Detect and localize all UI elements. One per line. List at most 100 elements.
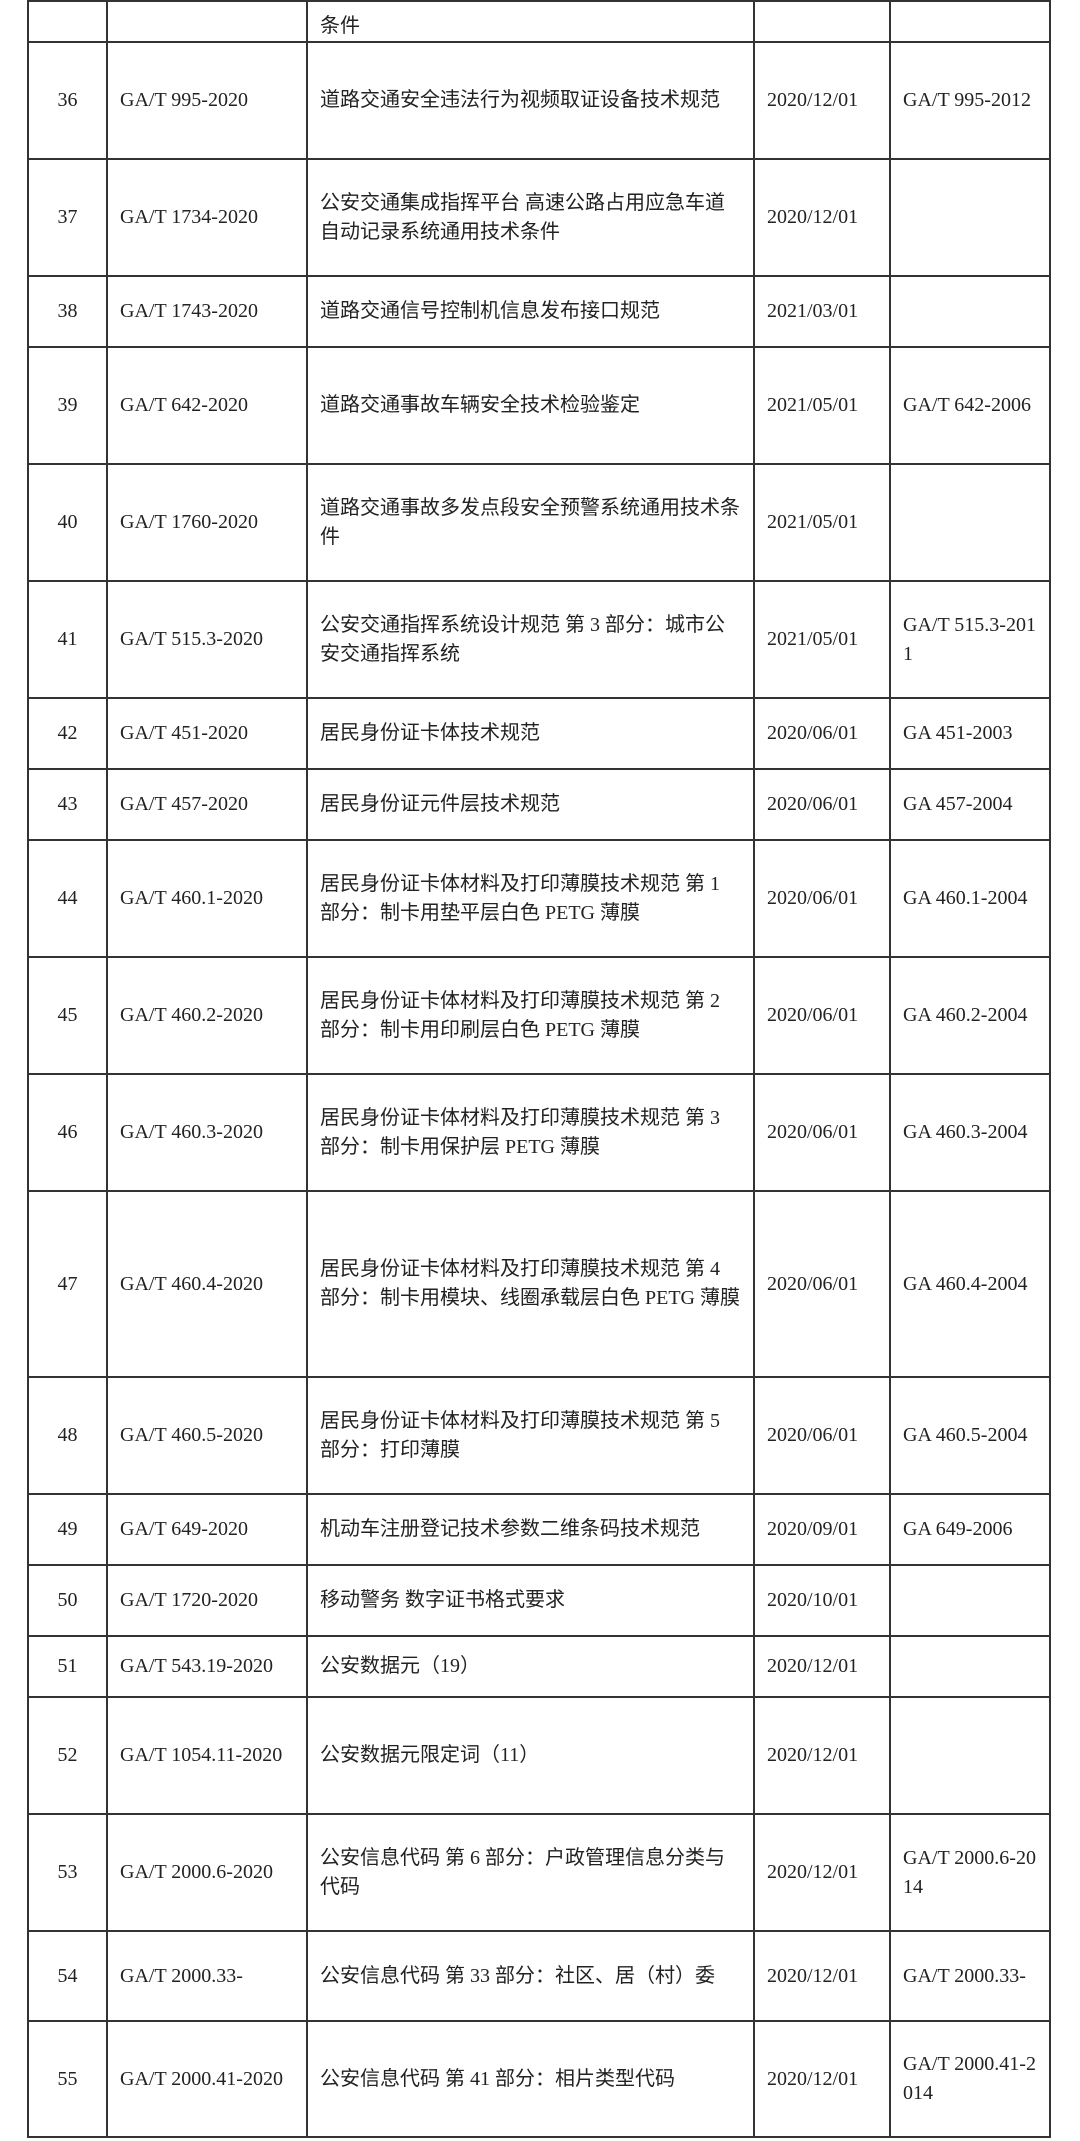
replaced-standard: GA/T 2000.41-2014 <box>889 2020 1051 2138</box>
standard-name: 道路交通安全违法行为视频取证设备技术规范 <box>306 41 755 160</box>
standard-name: 居民身份证卡体材料及打印薄膜技术规范 第 1 部分：制卡用垫平层白色 PETG … <box>306 839 755 958</box>
effective-date: 2020/06/01 <box>753 1190 891 1378</box>
standard-code: GA/T 649-2020 <box>106 1493 308 1566</box>
standards-table: 条件 36 GA/T 995-2020 道路交通安全违法行为视频取证设备技术规范 202… <box>27 0 1051 2138</box>
standard-code: GA/T 642-2020 <box>106 346 308 465</box>
row-number: 53 <box>27 1813 108 1932</box>
row-number: 36 <box>27 41 108 160</box>
table-row: 49 GA/T 649-2020 机动车注册登记技术参数二维条码技术规范 2020/0… <box>27 1493 1051 1566</box>
table-row: 44 GA/T 460.1-2020 居民身份证卡体材料及打印薄膜技术规范 第 1 … <box>27 839 1051 958</box>
standard-name: 公安信息代码 第 33 部分：社区、居（村）委 <box>306 1930 755 2022</box>
table-row: 48 GA/T 460.5-2020 居民身份证卡体材料及打印薄膜技术规范 第 5 … <box>27 1376 1051 1495</box>
row-number: 47 <box>27 1190 108 1378</box>
replaced-standard: GA 460.5-2004 <box>889 1376 1051 1495</box>
table-row: 55 GA/T 2000.41-2020 公安信息代码 第 41 部分：相片类型代码… <box>27 2020 1051 2138</box>
replaced-standard <box>889 158 1051 277</box>
table-row: 47 GA/T 460.4-2020 居民身份证卡体材料及打印薄膜技术规范 第 4 … <box>27 1190 1051 1378</box>
standard-name: 公安交通集成指挥平台 高速公路占用应急车道自动记录系统通用技术条件 <box>306 158 755 277</box>
replaced-standard: GA/T 2000.6-2014 <box>889 1813 1051 1932</box>
standard-name: 移动警务 数字证书格式要求 <box>306 1564 755 1637</box>
row-number: 50 <box>27 1564 108 1637</box>
effective-date: 2020/09/01 <box>753 1493 891 1566</box>
effective-date: 2020/12/01 <box>753 41 891 160</box>
standard-code: GA/T 451-2020 <box>106 697 308 770</box>
standard-name: 道路交通事故车辆安全技术检验鉴定 <box>306 346 755 465</box>
effective-date: 2020/12/01 <box>753 1635 891 1698</box>
replaced-standard <box>889 0 1051 43</box>
standard-code: GA/T 995-2020 <box>106 41 308 160</box>
replaced-standard <box>889 275 1051 348</box>
standard-name: 公安交通指挥系统设计规范 第 3 部分：城市公安交通指挥系统 <box>306 580 755 699</box>
table-row: 39 GA/T 642-2020 道路交通事故车辆安全技术检验鉴定 2021/05/0… <box>27 346 1051 465</box>
table-row: 53 GA/T 2000.6-2020 公安信息代码 第 6 部分：户政管理信息分类… <box>27 1813 1051 1932</box>
standard-code: GA/T 543.19-2020 <box>106 1635 308 1698</box>
table-row: 51 GA/T 543.19-2020 公安数据元（19） 2020/12/01 <box>27 1635 1051 1698</box>
standard-code <box>106 0 308 43</box>
replaced-standard: GA 451-2003 <box>889 697 1051 770</box>
replaced-standard: GA 457-2004 <box>889 768 1051 841</box>
effective-date: 2020/12/01 <box>753 158 891 277</box>
replaced-standard: GA/T 642-2006 <box>889 346 1051 465</box>
table-row: 54 GA/T 2000.33- 公安信息代码 第 33 部分：社区、居（村）委 20… <box>27 1930 1051 2022</box>
effective-date: 2020/06/01 <box>753 839 891 958</box>
replaced-standard: GA/T 2000.33- <box>889 1930 1051 2022</box>
standard-code: GA/T 2000.33- <box>106 1930 308 2022</box>
standard-name: 居民身份证卡体技术规范 <box>306 697 755 770</box>
standard-code: GA/T 460.4-2020 <box>106 1190 308 1378</box>
standard-code: GA/T 1760-2020 <box>106 463 308 582</box>
standard-name: 公安信息代码 第 41 部分：相片类型代码 <box>306 2020 755 2138</box>
effective-date: 2021/05/01 <box>753 463 891 582</box>
standard-name: 居民身份证卡体材料及打印薄膜技术规范 第 5 部分：打印薄膜 <box>306 1376 755 1495</box>
table-row: 50 GA/T 1720-2020 移动警务 数字证书格式要求 2020/10/01 <box>27 1564 1051 1637</box>
row-number: 51 <box>27 1635 108 1698</box>
row-number: 38 <box>27 275 108 348</box>
effective-date <box>753 0 891 43</box>
replaced-standard <box>889 1564 1051 1637</box>
effective-date: 2020/10/01 <box>753 1564 891 1637</box>
table-row: 36 GA/T 995-2020 道路交通安全违法行为视频取证设备技术规范 2020/… <box>27 41 1051 160</box>
row-number: 54 <box>27 1930 108 2022</box>
standard-code: GA/T 457-2020 <box>106 768 308 841</box>
standard-name: 条件 <box>306 0 755 43</box>
replaced-standard <box>889 1635 1051 1698</box>
table-row: 40 GA/T 1760-2020 道路交通事故多发点段安全预警系统通用技术条件 20… <box>27 463 1051 582</box>
effective-date: 2020/12/01 <box>753 1813 891 1932</box>
row-number: 49 <box>27 1493 108 1566</box>
row-number: 45 <box>27 956 108 1075</box>
effective-date: 2020/06/01 <box>753 768 891 841</box>
effective-date: 2020/06/01 <box>753 697 891 770</box>
standard-code: GA/T 2000.6-2020 <box>106 1813 308 1932</box>
standard-name: 道路交通事故多发点段安全预警系统通用技术条件 <box>306 463 755 582</box>
standard-code: GA/T 1743-2020 <box>106 275 308 348</box>
standard-code: GA/T 460.2-2020 <box>106 956 308 1075</box>
table-row: 52 GA/T 1054.11-2020 公安数据元限定词（11） 2020/12/0… <box>27 1696 1051 1815</box>
row-number: 48 <box>27 1376 108 1495</box>
row-number: 39 <box>27 346 108 465</box>
replaced-standard: GA/T 995-2012 <box>889 41 1051 160</box>
effective-date: 2020/12/01 <box>753 1930 891 2022</box>
row-number: 55 <box>27 2020 108 2138</box>
table-row: 38 GA/T 1743-2020 道路交通信号控制机信息发布接口规范 2021/03… <box>27 275 1051 348</box>
replaced-standard <box>889 1696 1051 1815</box>
standard-code: GA/T 460.5-2020 <box>106 1376 308 1495</box>
standard-name: 居民身份证卡体材料及打印薄膜技术规范 第 3 部分：制卡用保护层 PETG 薄膜 <box>306 1073 755 1192</box>
table-row: 41 GA/T 515.3-2020 公安交通指挥系统设计规范 第 3 部分：城市公… <box>27 580 1051 699</box>
row-number: 46 <box>27 1073 108 1192</box>
standard-name: 公安数据元限定词（11） <box>306 1696 755 1815</box>
row-number: 41 <box>27 580 108 699</box>
replaced-standard: GA 460.4-2004 <box>889 1190 1051 1378</box>
table-row: 43 GA/T 457-2020 居民身份证元件层技术规范 2020/06/01 GA … <box>27 768 1051 841</box>
table-row: 42 GA/T 451-2020 居民身份证卡体技术规范 2020/06/01 GA 4… <box>27 697 1051 770</box>
replaced-standard: GA 460.3-2004 <box>889 1073 1051 1192</box>
standard-name: 机动车注册登记技术参数二维条码技术规范 <box>306 1493 755 1566</box>
standard-name: 公安数据元（19） <box>306 1635 755 1698</box>
standard-code: GA/T 1720-2020 <box>106 1564 308 1637</box>
standard-name: 公安信息代码 第 6 部分：户政管理信息分类与代码 <box>306 1813 755 1932</box>
effective-date: 2020/12/01 <box>753 1696 891 1815</box>
effective-date: 2020/06/01 <box>753 1073 891 1192</box>
standard-code: GA/T 1054.11-2020 <box>106 1696 308 1815</box>
row-number: 40 <box>27 463 108 582</box>
effective-date: 2020/12/01 <box>753 2020 891 2138</box>
row-number: 52 <box>27 1696 108 1815</box>
